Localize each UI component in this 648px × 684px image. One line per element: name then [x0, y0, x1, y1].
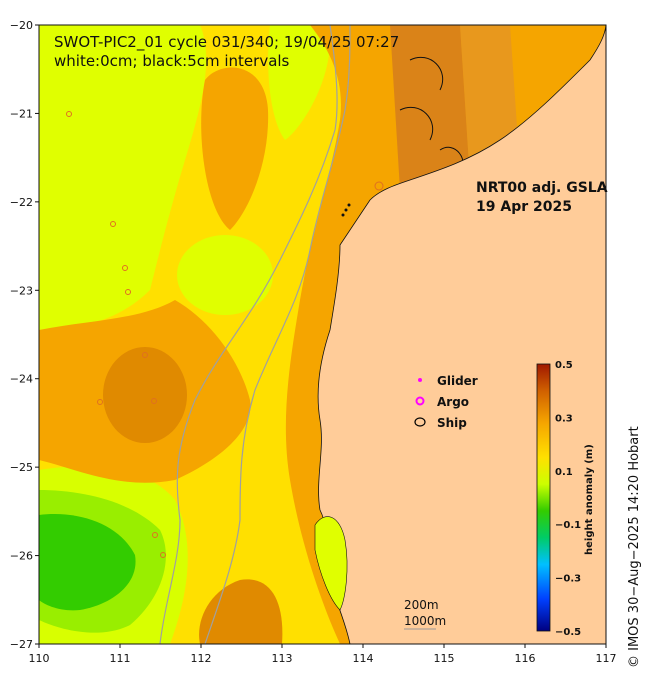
bathymetry-key: 200m 1000m: [404, 598, 446, 630]
y-tick-label: −26: [10, 550, 33, 563]
colorbar-tick-label: 0.1: [555, 467, 573, 478]
legend-argo: Argo: [437, 395, 469, 409]
x-tick-label: 116: [515, 652, 536, 665]
product-date: 19 Apr 2025: [476, 199, 572, 215]
argo-marker-icon: [415, 396, 425, 406]
product-name: NRT00 adj. GSLA: [476, 180, 608, 196]
x-tick-label: 117: [596, 652, 617, 665]
x-tick-label: 113: [272, 652, 293, 665]
title-line1: SWOT-PIC2_01 cycle 031/340; 19/04/25 07:…: [54, 33, 399, 52]
x-tick-label: 112: [191, 652, 212, 665]
glider-marker-icon: [418, 378, 422, 382]
x-tick-label: 110: [29, 652, 50, 665]
y-tick-label: −21: [10, 107, 33, 120]
y-tick-label: −23: [10, 284, 33, 297]
x-axis: 110 111 112 113 114 115 116 117: [29, 644, 617, 665]
ship-marker-icon: [414, 417, 426, 427]
y-tick-label: −22: [10, 196, 33, 209]
y-tick-label: −25: [10, 461, 33, 474]
colorbar: 0.5 0.3 0.1 −0.1 −0.3 −0.5 height anomaly (m): [536, 360, 595, 638]
legend-glider: Glider: [437, 374, 478, 388]
y-tick-label: −27: [10, 638, 33, 651]
colorbar-tick-label: 0.5: [555, 360, 573, 371]
y-tick-label: −24: [10, 373, 33, 386]
y-axis: −20 −21 −22 −23 −24 −25 −26 −27: [10, 19, 39, 651]
legend-ship: Ship: [437, 416, 467, 430]
title-line2: white:0cm; black:5cm intervals: [54, 52, 290, 70]
plot-frame: [38, 24, 607, 645]
depth-200m-label: 200m: [404, 598, 439, 612]
sea-level-field: [39, 25, 606, 644]
x-tick-label: 115: [434, 652, 455, 665]
x-tick-label: 114: [353, 652, 374, 665]
copyright-text: © IMOS 30−Aug−2025 14:20 Hobart: [627, 426, 642, 668]
platform-legend: Glider Argo Ship: [414, 374, 478, 430]
colorbar-tick-label: −0.5: [555, 627, 581, 638]
colorbar-tick-label: −0.1: [555, 520, 581, 531]
colorbar-tick-label: 0.3: [555, 413, 573, 424]
x-tick-label: 111: [110, 652, 131, 665]
colorbar-title: height anomaly (m): [584, 444, 595, 555]
colorbar-tick-label: −0.3: [555, 574, 581, 585]
y-tick-label: −20: [10, 19, 33, 32]
depth-1000m-label: 1000m: [404, 614, 446, 628]
